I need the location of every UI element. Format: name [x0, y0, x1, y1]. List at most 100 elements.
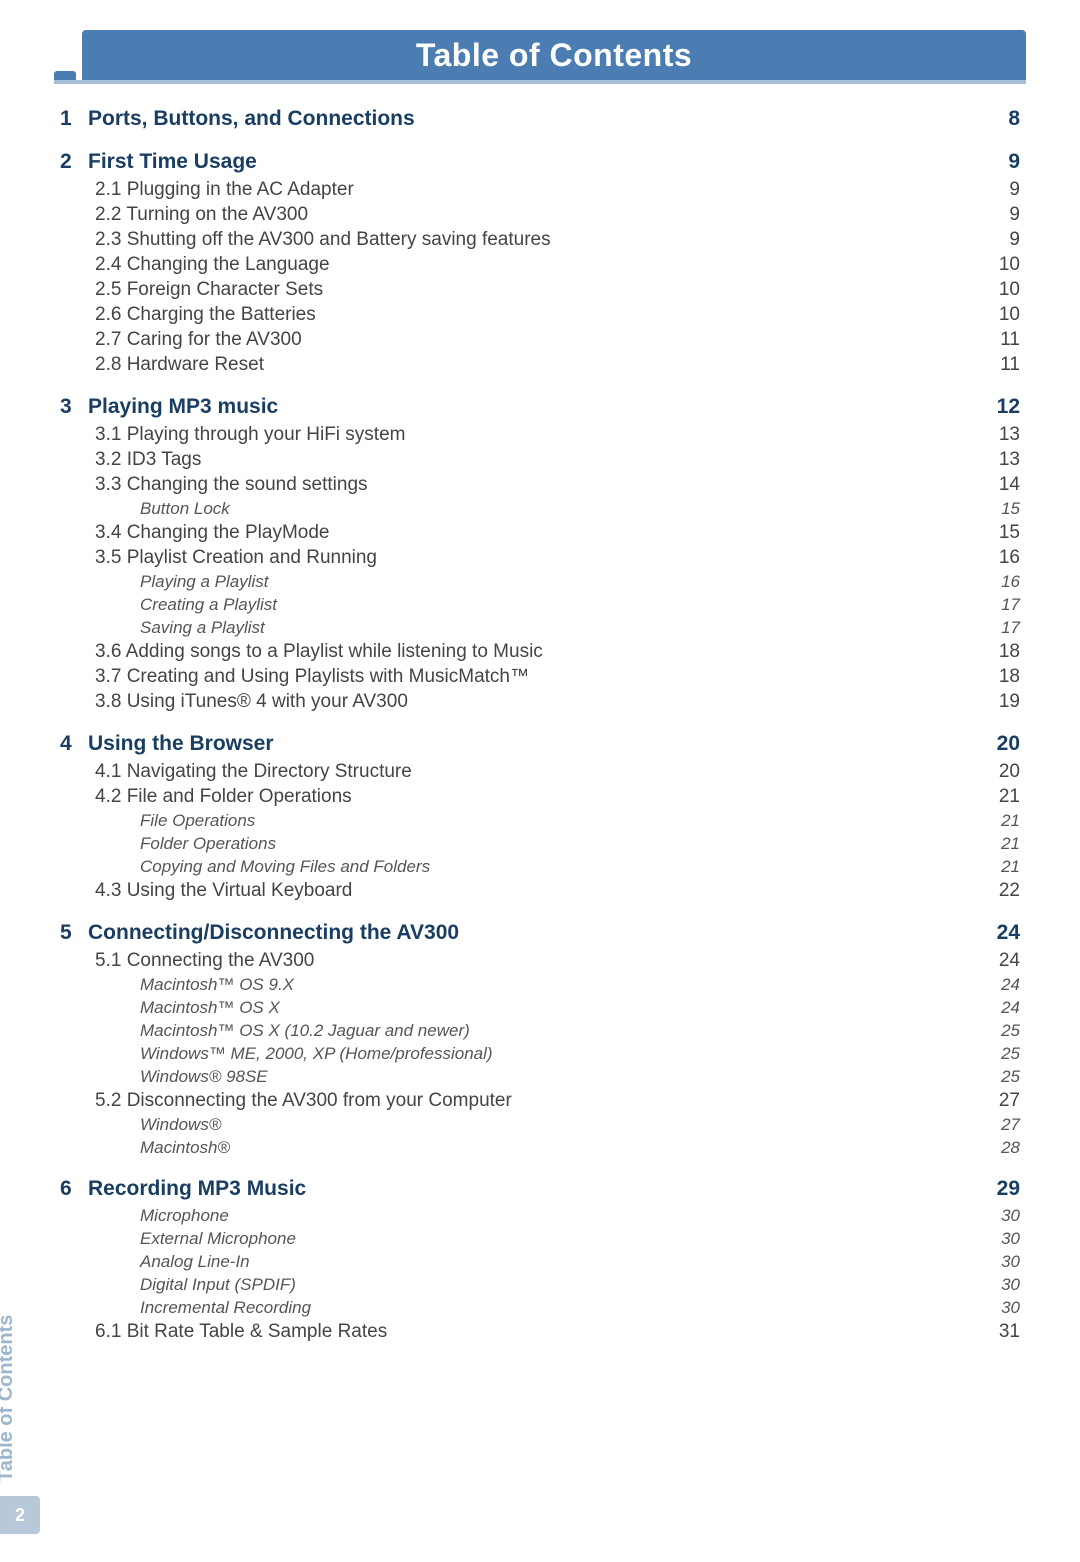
sub-title: 3.1 Playing through your HiFi system: [95, 425, 910, 444]
subsub-page: 17: [865, 596, 1020, 613]
subsub-page: 30: [865, 1276, 1020, 1293]
side-label: Table of Contents: [0, 1315, 18, 1482]
subsub-row[interactable]: Macintosh™ OS X (10.2 Jaguar and newer)2…: [140, 1022, 1020, 1039]
subsub-title: Incremental Recording: [140, 1299, 865, 1316]
chapter-page: 8: [950, 108, 1020, 129]
chapter-row[interactable]: 6Recording MP3 Music29: [60, 1178, 1020, 1199]
sub-row[interactable]: 3.5 Playlist Creation and Running16: [95, 548, 1020, 567]
chapter-row[interactable]: 3Playing MP3 music12: [60, 396, 1020, 417]
sub-row[interactable]: 2.8 Hardware Reset11: [95, 355, 1020, 374]
page-number-badge: 2: [0, 1496, 40, 1534]
sub-page: 31: [910, 1322, 1020, 1341]
sub-page: 9: [910, 205, 1020, 224]
subsub-page: 30: [865, 1207, 1020, 1224]
sub-page: 10: [910, 280, 1020, 299]
sub-title: 4.3 Using the Virtual Keyboard: [95, 881, 910, 900]
subsub-row[interactable]: Folder Operations21: [140, 835, 1020, 852]
sub-row[interactable]: 5.1 Connecting the AV30024: [95, 951, 1020, 970]
subsub-page: 21: [865, 812, 1020, 829]
subsub-row[interactable]: Windows®27: [140, 1116, 1020, 1133]
sub-row[interactable]: 3.1 Playing through your HiFi system13: [95, 425, 1020, 444]
sub-row[interactable]: 2.1 Plugging in the AC Adapter9: [95, 180, 1020, 199]
subsub-page: 25: [865, 1022, 1020, 1039]
sub-title: 3.8 Using iTunes® 4 with your AV300: [95, 692, 910, 711]
sub-title: 4.2 File and Folder Operations: [95, 787, 910, 806]
subsub-page: 15: [865, 500, 1020, 517]
subsub-row[interactable]: Microphone30: [140, 1207, 1020, 1224]
sub-title: 2.7 Caring for the AV300: [95, 330, 910, 349]
sub-row[interactable]: 4.2 File and Folder Operations21: [95, 787, 1020, 806]
subsub-row[interactable]: Copying and Moving Files and Folders21: [140, 858, 1020, 875]
subsub-title: File Operations: [140, 812, 865, 829]
sub-row[interactable]: 2.5 Foreign Character Sets10: [95, 280, 1020, 299]
chapter-page: 9: [950, 151, 1020, 172]
sub-page: 24: [910, 951, 1020, 970]
subsub-title: Digital Input (SPDIF): [140, 1276, 865, 1293]
subsub-page: 28: [865, 1139, 1020, 1156]
subsub-row[interactable]: Playing a Playlist16: [140, 573, 1020, 590]
chapter-page: 29: [950, 1178, 1020, 1199]
subsub-row[interactable]: Incremental Recording30: [140, 1299, 1020, 1316]
page: Table of Contents 1Ports, Buttons, and C…: [0, 30, 1080, 1562]
sub-title: 2.2 Turning on the AV300: [95, 205, 910, 224]
subsub-page: 25: [865, 1045, 1020, 1062]
sub-row[interactable]: 3.8 Using iTunes® 4 with your AV30019: [95, 692, 1020, 711]
sub-title: 3.4 Changing the PlayMode: [95, 523, 910, 542]
subsub-title: External Microphone: [140, 1230, 865, 1247]
subsub-row[interactable]: Windows™ ME, 2000, XP (Home/professional…: [140, 1045, 1020, 1062]
sub-row[interactable]: 3.4 Changing the PlayMode15: [95, 523, 1020, 542]
subsub-row[interactable]: Macintosh™ OS 9.X24: [140, 976, 1020, 993]
sub-page: 27: [910, 1091, 1020, 1110]
sub-row[interactable]: 6.1 Bit Rate Table & Sample Rates31: [95, 1322, 1020, 1341]
chapter-title: Ports, Buttons, and Connections: [88, 108, 950, 129]
sub-row[interactable]: 2.7 Caring for the AV30011: [95, 330, 1020, 349]
subsub-row[interactable]: File Operations21: [140, 812, 1020, 829]
sub-title: 2.5 Foreign Character Sets: [95, 280, 910, 299]
subsub-page: 21: [865, 835, 1020, 852]
subsub-page: 30: [865, 1253, 1020, 1270]
subsub-title: Windows™ ME, 2000, XP (Home/professional…: [140, 1045, 865, 1062]
sub-row[interactable]: 4.1 Navigating the Directory Structure20: [95, 762, 1020, 781]
subsub-title: Copying and Moving Files and Folders: [140, 858, 865, 875]
subsub-row[interactable]: Windows® 98SE25: [140, 1068, 1020, 1085]
chapter-row[interactable]: 2First Time Usage9: [60, 151, 1020, 172]
sub-page: 18: [910, 642, 1020, 661]
sub-title: 3.6 Adding songs to a Playlist while lis…: [95, 642, 910, 661]
subsub-title: Button Lock: [140, 500, 865, 517]
sub-title: 3.3 Changing the sound settings: [95, 475, 910, 494]
sub-row[interactable]: 2.3 Shutting off the AV300 and Battery s…: [95, 230, 1020, 249]
subsub-row[interactable]: Saving a Playlist17: [140, 619, 1020, 636]
subsub-title: Analog Line-In: [140, 1253, 865, 1270]
subsub-row[interactable]: Macintosh™ OS X24: [140, 999, 1020, 1016]
subsub-row[interactable]: External Microphone30: [140, 1230, 1020, 1247]
sub-row[interactable]: 3.3 Changing the sound settings14: [95, 475, 1020, 494]
sub-page: 15: [910, 523, 1020, 542]
subsub-row[interactable]: Digital Input (SPDIF)30: [140, 1276, 1020, 1293]
subsub-page: 16: [865, 573, 1020, 590]
header-accent-strip: [54, 71, 76, 80]
sub-row[interactable]: 4.3 Using the Virtual Keyboard22: [95, 881, 1020, 900]
sub-page: 9: [910, 230, 1020, 249]
sub-row[interactable]: 3.6 Adding songs to a Playlist while lis…: [95, 642, 1020, 661]
sub-row[interactable]: 5.2 Disconnecting the AV300 from your Co…: [95, 1091, 1020, 1110]
subsub-row[interactable]: Creating a Playlist17: [140, 596, 1020, 613]
chapter-row[interactable]: 4Using the Browser20: [60, 733, 1020, 754]
sub-title: 5.1 Connecting the AV300: [95, 951, 910, 970]
sub-row[interactable]: 2.6 Charging the Batteries10: [95, 305, 1020, 324]
subsub-row[interactable]: Analog Line-In30: [140, 1253, 1020, 1270]
chapter-row[interactable]: 5Connecting/Disconnecting the AV30024: [60, 922, 1020, 943]
sub-row[interactable]: 2.4 Changing the Language10: [95, 255, 1020, 274]
subsub-page: 25: [865, 1068, 1020, 1085]
sub-row[interactable]: 3.2 ID3 Tags13: [95, 450, 1020, 469]
sub-page: 13: [910, 450, 1020, 469]
sub-title: 2.6 Charging the Batteries: [95, 305, 910, 324]
subsub-page: 24: [865, 999, 1020, 1016]
chapter-row[interactable]: 1Ports, Buttons, and Connections8: [60, 108, 1020, 129]
sub-row[interactable]: 3.7 Creating and Using Playlists with Mu…: [95, 667, 1020, 686]
subsub-title: Folder Operations: [140, 835, 865, 852]
sub-row[interactable]: 2.2 Turning on the AV3009: [95, 205, 1020, 224]
subsub-row[interactable]: Macintosh®28: [140, 1139, 1020, 1156]
subsub-row[interactable]: Button Lock15: [140, 500, 1020, 517]
subsub-title: Macintosh®: [140, 1139, 865, 1156]
sub-title: 2.4 Changing the Language: [95, 255, 910, 274]
